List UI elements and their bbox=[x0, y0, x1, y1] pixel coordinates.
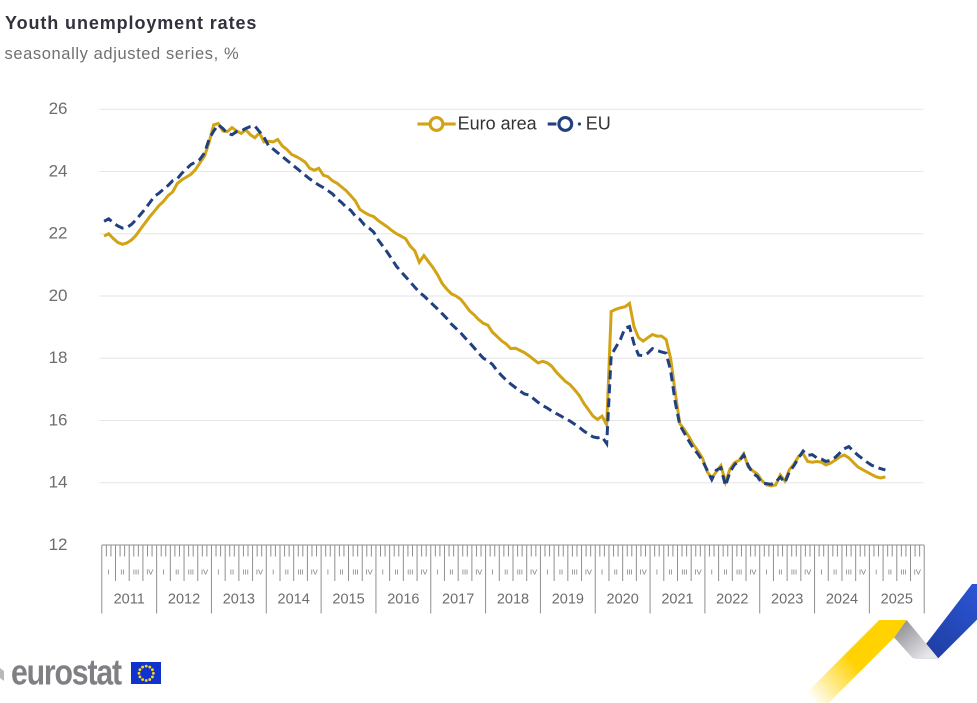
svg-text:I: I bbox=[656, 568, 658, 577]
svg-text:IV: IV bbox=[420, 568, 427, 577]
svg-text:I: I bbox=[272, 568, 274, 577]
svg-text:III: III bbox=[352, 568, 358, 577]
svg-text:20: 20 bbox=[49, 286, 68, 305]
svg-text:eurostat: eurostat bbox=[11, 653, 122, 693]
svg-text:III: III bbox=[572, 568, 578, 577]
svg-text:IV: IV bbox=[366, 568, 373, 577]
svg-text:II: II bbox=[614, 568, 618, 577]
svg-text:IV: IV bbox=[640, 568, 647, 577]
svg-text:I: I bbox=[546, 568, 548, 577]
svg-text:12: 12 bbox=[49, 535, 68, 554]
svg-text:II: II bbox=[888, 568, 892, 577]
svg-text:II: II bbox=[120, 568, 124, 577]
svg-text:II: II bbox=[833, 568, 837, 577]
svg-text:EU: EU bbox=[586, 114, 611, 134]
svg-text:2015: 2015 bbox=[332, 592, 364, 608]
svg-text:IV: IV bbox=[585, 568, 592, 577]
svg-text:IV: IV bbox=[804, 568, 811, 577]
svg-text:IV: IV bbox=[859, 568, 866, 577]
svg-text:I: I bbox=[217, 568, 219, 577]
svg-text:III: III bbox=[188, 568, 194, 577]
svg-text:III: III bbox=[133, 568, 139, 577]
svg-text:IV: IV bbox=[256, 568, 263, 577]
svg-text:III: III bbox=[517, 568, 523, 577]
svg-text:I: I bbox=[491, 568, 493, 577]
svg-text:I: I bbox=[382, 568, 384, 577]
svg-text:2017: 2017 bbox=[442, 592, 474, 608]
svg-text:IV: IV bbox=[749, 568, 756, 577]
svg-text:III: III bbox=[736, 568, 742, 577]
svg-text:III: III bbox=[846, 568, 852, 577]
svg-text:Euro area: Euro area bbox=[458, 114, 538, 134]
svg-text:16: 16 bbox=[49, 410, 68, 429]
svg-text:II: II bbox=[559, 568, 563, 577]
svg-text:II: II bbox=[340, 568, 344, 577]
svg-text:III: III bbox=[462, 568, 468, 577]
svg-text:2021: 2021 bbox=[661, 592, 693, 608]
svg-text:II: II bbox=[175, 568, 179, 577]
svg-text:II: II bbox=[504, 568, 508, 577]
svg-text:2025: 2025 bbox=[881, 592, 913, 608]
svg-text:2023: 2023 bbox=[771, 592, 803, 608]
svg-text:22: 22 bbox=[49, 224, 68, 243]
svg-text:2014: 2014 bbox=[278, 592, 310, 608]
svg-text:II: II bbox=[285, 568, 289, 577]
svg-text:2016: 2016 bbox=[387, 592, 419, 608]
svg-text:IV: IV bbox=[694, 568, 701, 577]
svg-text:I: I bbox=[162, 568, 164, 577]
svg-text:IV: IV bbox=[530, 568, 537, 577]
svg-text:III: III bbox=[791, 568, 797, 577]
svg-text:IV: IV bbox=[201, 568, 208, 577]
svg-text:I: I bbox=[766, 568, 768, 577]
svg-text:I: I bbox=[711, 568, 713, 577]
svg-text:II: II bbox=[723, 568, 727, 577]
svg-text:2019: 2019 bbox=[552, 592, 584, 608]
svg-text:I: I bbox=[108, 568, 110, 577]
svg-text:2011: 2011 bbox=[114, 592, 145, 608]
svg-text:III: III bbox=[626, 568, 632, 577]
svg-text:24: 24 bbox=[49, 161, 68, 180]
svg-text:III: III bbox=[407, 568, 413, 577]
svg-text:I: I bbox=[875, 568, 877, 577]
svg-text:I: I bbox=[820, 568, 822, 577]
svg-text:III: III bbox=[243, 568, 249, 577]
svg-text:2012: 2012 bbox=[168, 592, 200, 608]
svg-text:II: II bbox=[230, 568, 234, 577]
svg-text:2013: 2013 bbox=[223, 592, 255, 608]
svg-text:II: II bbox=[449, 568, 453, 577]
svg-text:IV: IV bbox=[311, 568, 318, 577]
svg-text:II: II bbox=[778, 568, 782, 577]
svg-text:III: III bbox=[681, 568, 687, 577]
svg-text:IV: IV bbox=[146, 568, 153, 577]
svg-text:II: II bbox=[394, 568, 398, 577]
svg-text:2020: 2020 bbox=[607, 592, 639, 608]
svg-text:III: III bbox=[297, 568, 303, 577]
svg-text:18: 18 bbox=[49, 348, 68, 367]
svg-text:IV: IV bbox=[914, 568, 921, 577]
svg-text:2018: 2018 bbox=[497, 592, 529, 608]
svg-text:I: I bbox=[601, 568, 603, 577]
svg-text:2022: 2022 bbox=[716, 592, 748, 608]
svg-text:II: II bbox=[669, 568, 673, 577]
svg-text:I: I bbox=[437, 568, 439, 577]
svg-text:III: III bbox=[901, 568, 907, 577]
svg-text:IV: IV bbox=[475, 568, 482, 577]
svg-text:14: 14 bbox=[49, 473, 68, 492]
svg-text:I: I bbox=[327, 568, 329, 577]
svg-text:26: 26 bbox=[49, 99, 68, 118]
svg-text:2024: 2024 bbox=[826, 592, 858, 608]
